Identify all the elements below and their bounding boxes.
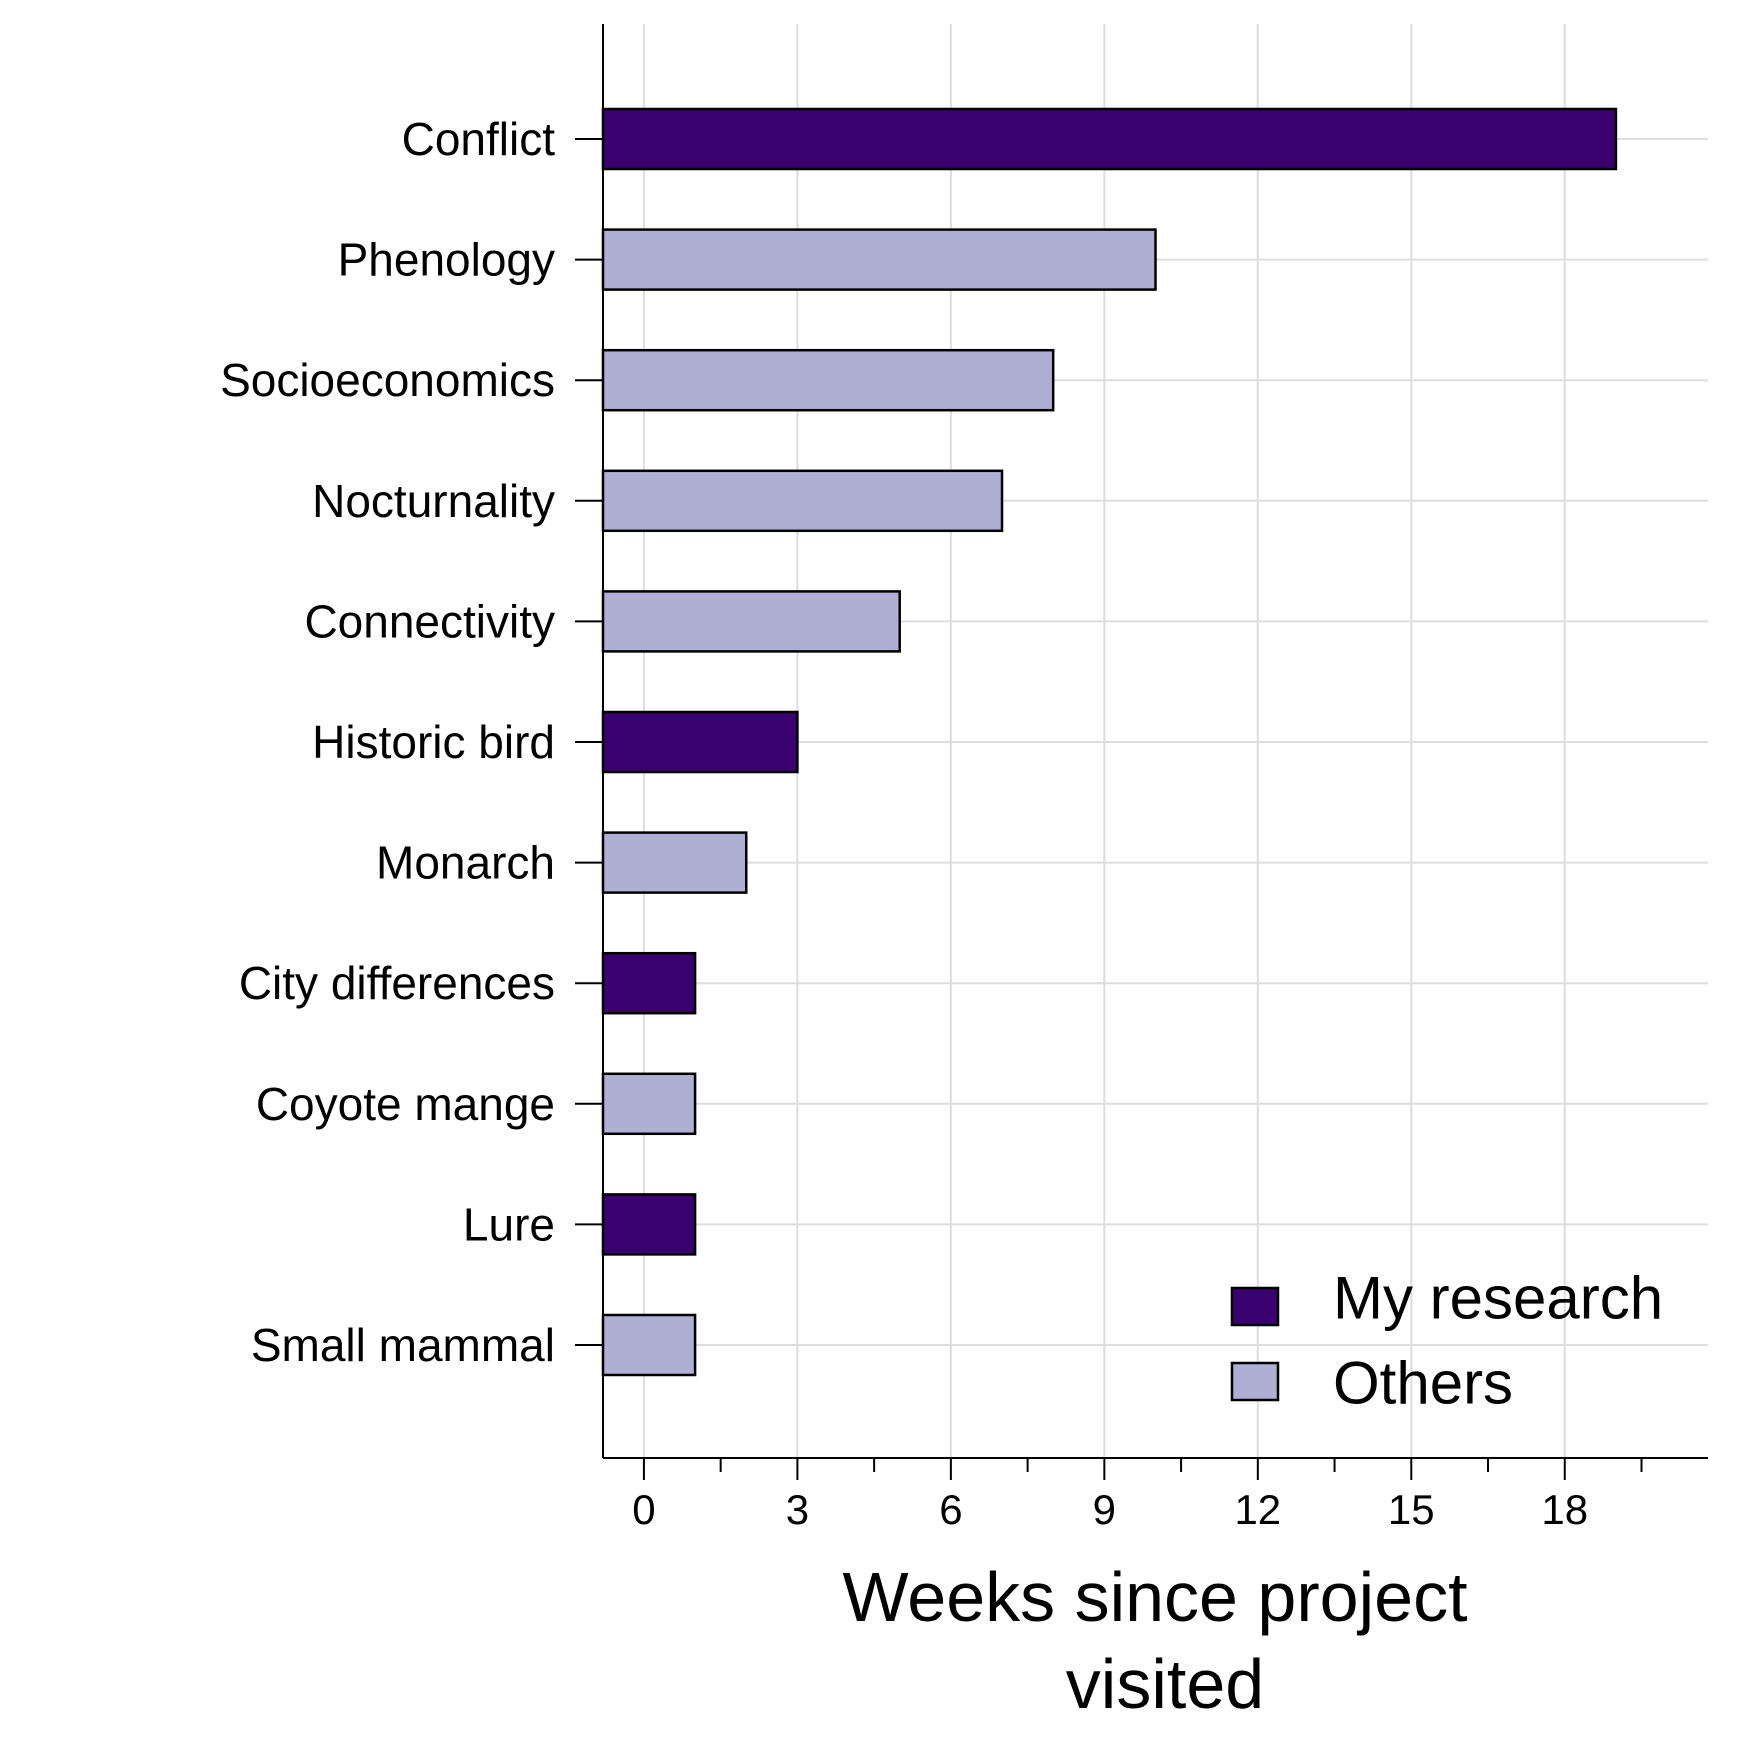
category-label-phenology: Phenology bbox=[338, 234, 555, 286]
bar-lure bbox=[601, 1193, 697, 1256]
x-axis-title-line-2: visited bbox=[1066, 1645, 1264, 1723]
bar-conflict bbox=[601, 107, 1618, 171]
category-label-lure: Lure bbox=[463, 1198, 555, 1250]
axes bbox=[575, 24, 1708, 1480]
x-tick-label-9: 9 bbox=[1093, 1486, 1116, 1533]
legend-swatch-my-research bbox=[1230, 1286, 1280, 1327]
x-tick-label-3: 3 bbox=[786, 1486, 809, 1533]
bar-small-mammal bbox=[601, 1313, 697, 1377]
bar-socioeconomics bbox=[601, 348, 1055, 412]
category-label-coyote-mange: Coyote mange bbox=[256, 1078, 555, 1130]
bar-coyote-mange bbox=[601, 1072, 697, 1136]
bar-nocturnality bbox=[601, 469, 1004, 533]
labels: Conflict Phenology Socioeconomics Nocturnal… bbox=[220, 113, 1588, 1533]
category-label-historic-bird: Historic bird bbox=[312, 716, 555, 768]
legend-label-others: Others bbox=[1333, 1350, 1513, 1417]
bar-city-differences bbox=[601, 951, 697, 1015]
category-label-conflict: Conflict bbox=[402, 113, 556, 165]
category-label-small-mammal: Small mammal bbox=[251, 1319, 555, 1371]
bar-monarch bbox=[601, 831, 748, 894]
category-label-monarch: Monarch bbox=[376, 837, 555, 889]
x-axis-title-line-1: Weeks since project bbox=[842, 1558, 1467, 1636]
x-tick-label-0: 0 bbox=[632, 1486, 655, 1533]
category-label-connectivity: Connectivity bbox=[304, 595, 555, 647]
x-tick-label-12: 12 bbox=[1234, 1486, 1281, 1533]
category-label-city-differences: City differences bbox=[239, 957, 555, 1009]
bar-historic-bird bbox=[601, 710, 799, 774]
x-tick-label-18: 18 bbox=[1541, 1486, 1588, 1533]
bar-connectivity bbox=[601, 590, 901, 653]
category-label-socioeconomics: Socioeconomics bbox=[220, 354, 555, 406]
x-tick-label-15: 15 bbox=[1388, 1486, 1435, 1533]
bars bbox=[601, 107, 1618, 1377]
legend-label-my-research: My research bbox=[1333, 1265, 1663, 1332]
bar-phenology bbox=[601, 228, 1157, 291]
legend-swatch-others bbox=[1230, 1361, 1280, 1402]
legend: My research Others bbox=[1230, 1265, 1663, 1417]
category-label-nocturnality: Nocturnality bbox=[312, 475, 555, 527]
x-tick-label-6: 6 bbox=[939, 1486, 962, 1533]
